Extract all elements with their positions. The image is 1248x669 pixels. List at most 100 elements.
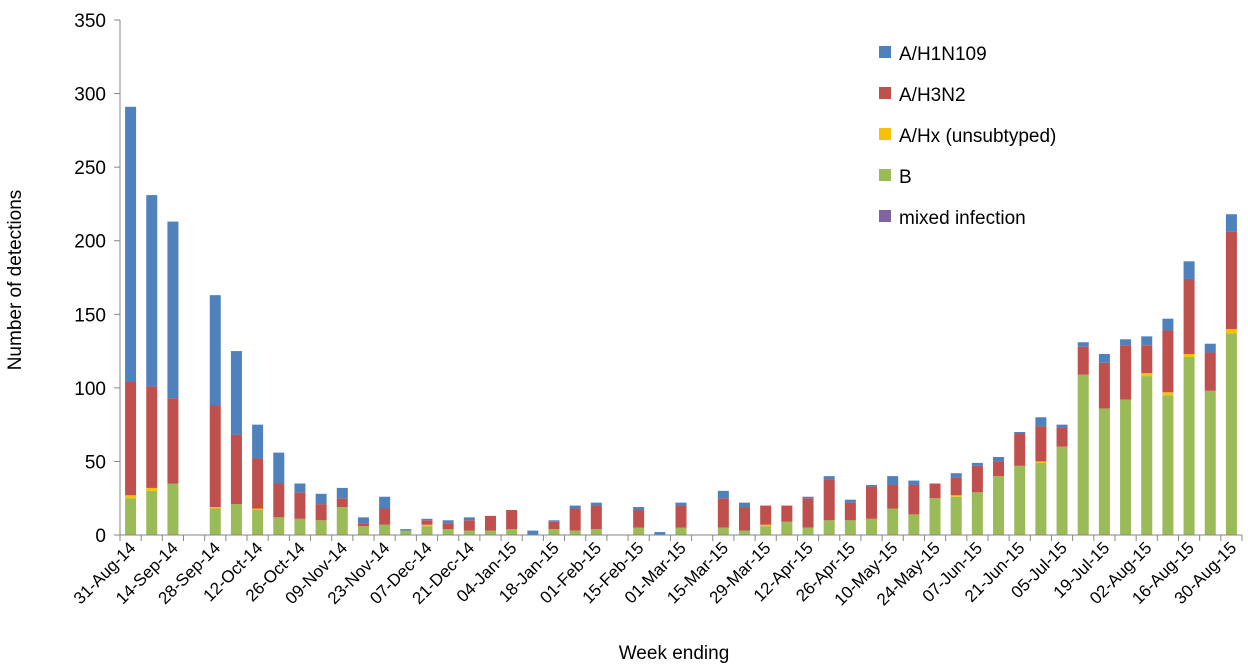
bar-segment xyxy=(781,521,793,535)
bar-segment xyxy=(1225,329,1237,334)
bar-segment xyxy=(421,520,433,525)
bar-segment xyxy=(993,476,1005,535)
bar-segment xyxy=(1141,373,1153,377)
bar-segment xyxy=(273,483,285,518)
bar-segment xyxy=(590,505,602,530)
bar-segment xyxy=(908,514,920,535)
bar-segment xyxy=(866,486,878,519)
legend-swatch xyxy=(879,46,891,58)
bar-segment xyxy=(1141,376,1153,535)
bar-segment xyxy=(866,484,878,487)
y-tick-label: 200 xyxy=(74,232,106,253)
bar-segment xyxy=(1014,433,1026,466)
bar-segment xyxy=(760,505,772,525)
bar-segment xyxy=(1204,352,1216,391)
y-tick-label: 350 xyxy=(74,11,106,32)
bar-segment xyxy=(929,483,941,499)
y-tick-label: 100 xyxy=(74,379,106,400)
bar-segment xyxy=(442,523,454,530)
y-axis-title: Number of detections xyxy=(5,190,26,371)
bar-segment xyxy=(336,487,348,499)
bar-segment xyxy=(463,517,475,521)
bar-segment xyxy=(1056,424,1068,428)
y-axis: 0 50 100 150 200 250 300 350 xyxy=(74,11,121,547)
y-tick-label: 150 xyxy=(74,305,106,326)
bar-segment xyxy=(760,526,772,535)
bar-segment xyxy=(1120,399,1132,535)
bar-segment xyxy=(950,473,962,478)
bar-segment xyxy=(633,509,645,528)
bar-segment xyxy=(1204,343,1216,353)
bar-segment xyxy=(971,462,983,466)
bar-segment xyxy=(252,424,264,459)
bar-segment xyxy=(569,508,581,531)
bar-segment xyxy=(125,106,137,382)
x-axis: 31-Aug-1414-Sep-1428-Sep-1412-Oct-1426-O… xyxy=(70,534,1243,609)
bar-segment xyxy=(146,487,158,491)
bar-segment xyxy=(887,484,899,509)
bar-segment xyxy=(315,504,327,521)
legend-label: mixed infection xyxy=(899,208,1026,229)
bar-segment xyxy=(1183,261,1195,279)
bar-segment xyxy=(844,502,856,521)
bar-segment xyxy=(675,527,687,535)
bar-segment xyxy=(252,458,264,509)
bar-segment xyxy=(421,518,433,521)
bar-segment xyxy=(357,526,369,535)
bar-segment xyxy=(844,520,856,535)
bar-segment xyxy=(146,490,158,535)
bar-segment xyxy=(1056,427,1068,447)
y-tick-label: 300 xyxy=(74,85,106,106)
bar-segment xyxy=(463,520,475,531)
bar-segment xyxy=(739,507,751,531)
legend-label: A/Hx (unsubtyped) xyxy=(899,126,1056,147)
bar-segment xyxy=(1077,374,1089,535)
bar-segment xyxy=(1077,346,1089,375)
bar-segment xyxy=(1162,330,1174,393)
bar-segment xyxy=(844,499,856,503)
bar-segment xyxy=(1141,336,1153,346)
bar-segment xyxy=(484,530,496,535)
bar-segment xyxy=(1183,278,1195,355)
bar-segment xyxy=(400,530,412,535)
bar-segment xyxy=(1162,395,1174,535)
bar-segment xyxy=(950,477,962,496)
bar-segment xyxy=(315,520,327,535)
bar-segment xyxy=(252,508,264,510)
bar-segment xyxy=(315,493,327,505)
bar-segment xyxy=(273,452,285,484)
bar-segment xyxy=(1162,318,1174,331)
bar-segment xyxy=(569,530,581,535)
bar-segment xyxy=(421,526,433,535)
bar-segment xyxy=(590,529,602,535)
bar-segment xyxy=(993,461,1005,477)
bar-segment xyxy=(230,351,242,435)
bar-segment xyxy=(1225,214,1237,232)
legend-swatch xyxy=(879,128,891,140)
bar-segment xyxy=(209,405,221,508)
bar-segment xyxy=(442,520,454,524)
bar-segment xyxy=(633,507,645,510)
legend-label: B xyxy=(899,167,912,188)
bar-segment xyxy=(146,195,158,387)
bar-segment xyxy=(1077,342,1089,347)
y-tick-label: 250 xyxy=(74,158,106,179)
bar-segment xyxy=(527,530,539,535)
bar-segment xyxy=(993,457,1005,462)
bar-segment xyxy=(146,386,158,488)
y-tick-label: 0 xyxy=(95,526,106,547)
bar-segment xyxy=(802,498,814,528)
bar-segment xyxy=(823,479,835,521)
stacked-bars xyxy=(125,106,1237,535)
bar-segment xyxy=(717,527,729,535)
bar-segment xyxy=(506,529,518,535)
bar-segment xyxy=(717,490,729,499)
bar-segment xyxy=(908,480,920,485)
bar-segment xyxy=(1183,356,1195,535)
bar-segment xyxy=(1225,231,1237,329)
bar-segment xyxy=(1056,446,1068,535)
bar-segment xyxy=(294,483,306,493)
bar-segment xyxy=(929,498,941,535)
bar-segment xyxy=(569,505,581,509)
